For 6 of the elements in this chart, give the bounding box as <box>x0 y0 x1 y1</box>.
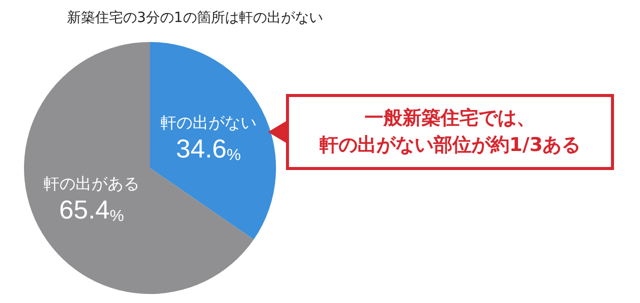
slice-label: 軒の出がある <box>44 174 140 194</box>
data-label: 65.4% <box>59 194 124 226</box>
chart-title: 新築住宅の3分の1の箇所は軒の出がない <box>67 10 323 26</box>
callout-box: 一般新築住宅では、 軒の出がない部位が約1/3ある <box>286 94 614 170</box>
slice-label: 軒の出がない <box>160 112 256 132</box>
data-label: 34.6% <box>176 133 241 164</box>
